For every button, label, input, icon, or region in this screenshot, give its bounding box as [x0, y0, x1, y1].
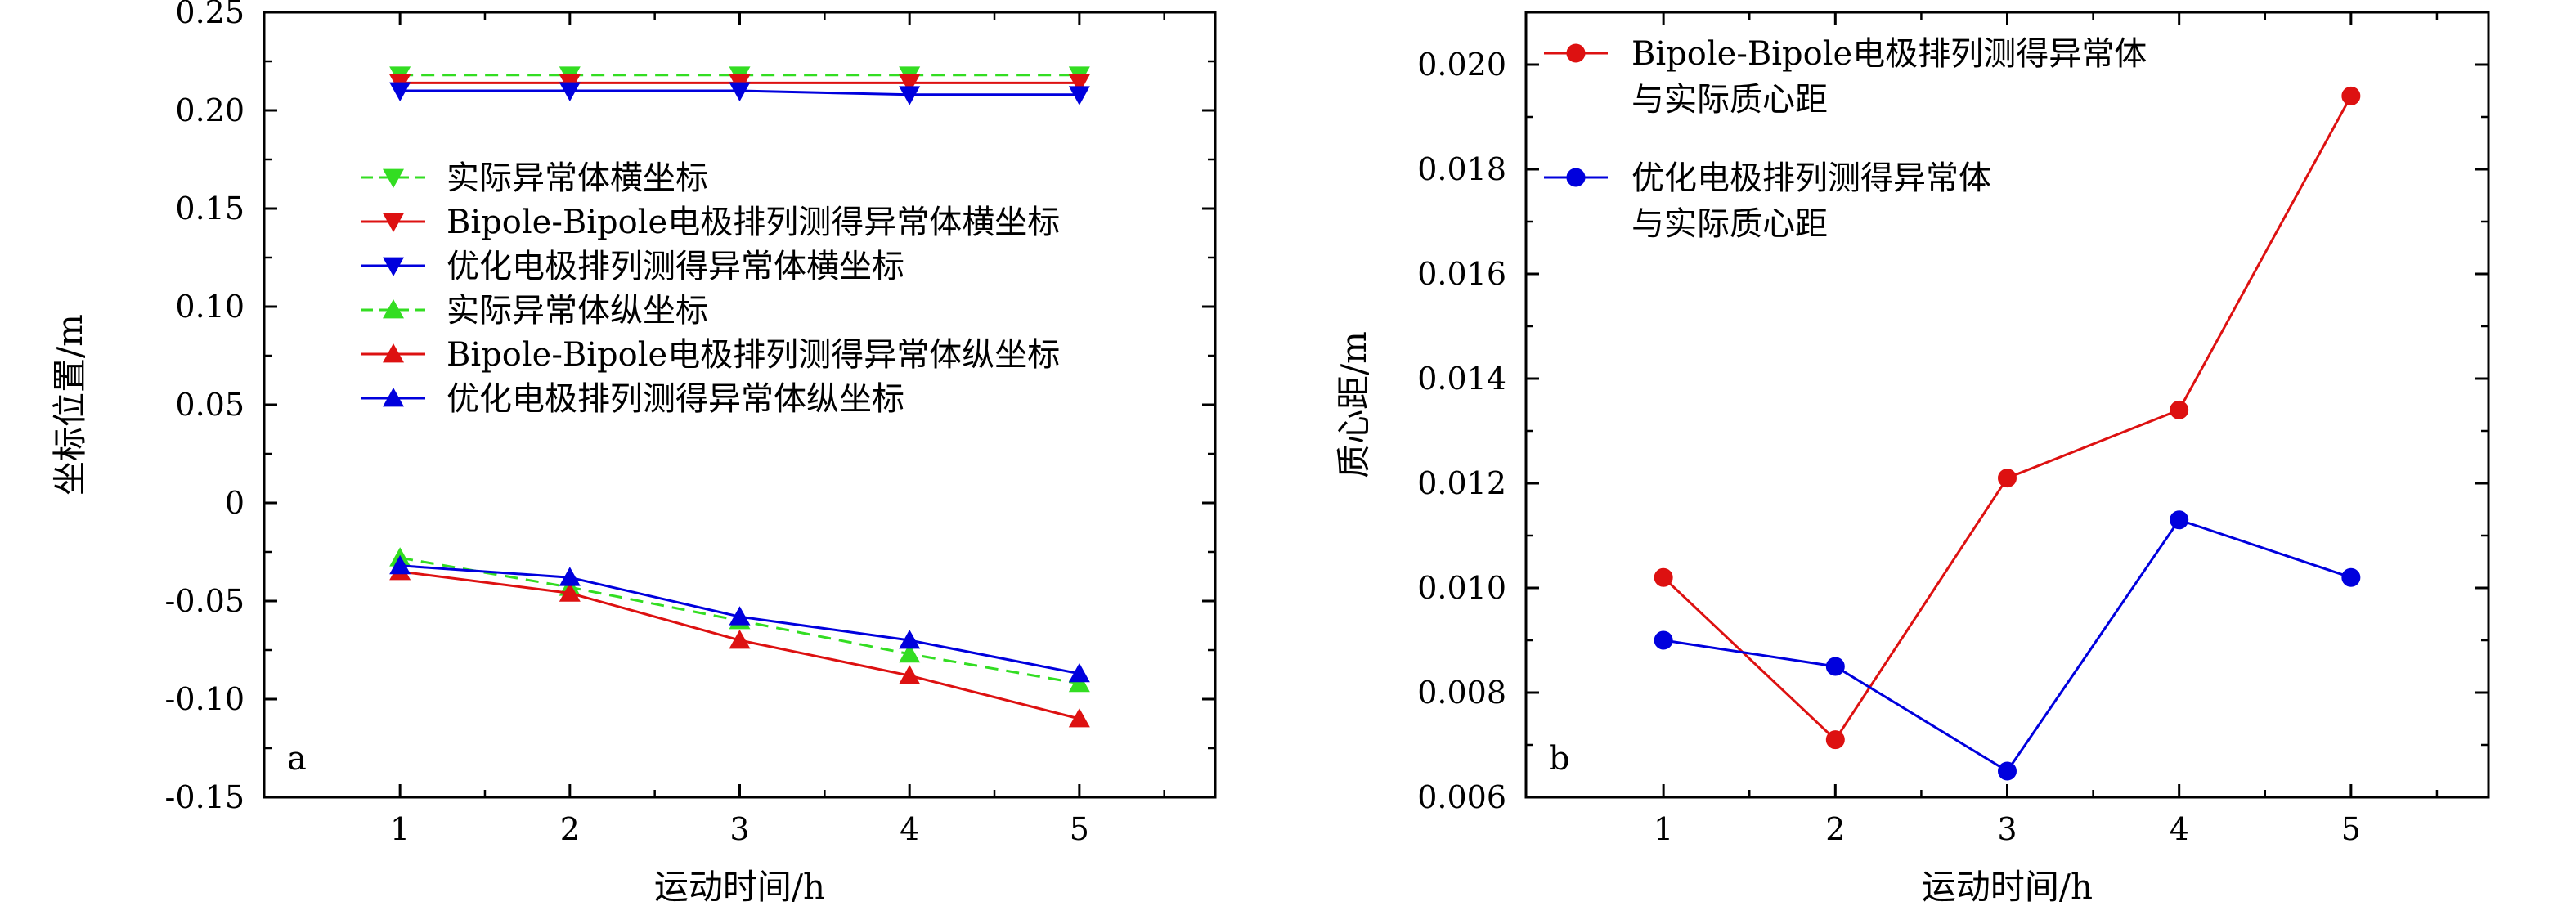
y-tick-label: 0.014	[1417, 361, 1506, 397]
series-4	[389, 561, 1090, 728]
data-point	[1068, 662, 1090, 683]
y-tick-label: 0	[225, 485, 245, 521]
y-tick-label: 0.006	[1417, 779, 1506, 815]
legend-marker	[383, 168, 404, 188]
series-2	[389, 82, 1090, 105]
x-tick-label: 3	[1997, 811, 2017, 847]
y-tick-label: 0.10	[175, 289, 245, 325]
y-tick-label: 0.05	[175, 387, 245, 423]
data-point	[559, 82, 581, 101]
x-tick-label: 4	[2170, 811, 2189, 847]
legend-marker	[383, 343, 404, 363]
legend-label: 实际异常体纵坐标	[447, 292, 708, 330]
legend-label-line2: 与实际质心距	[1631, 205, 1828, 243]
y-tick-label: -0.15	[165, 779, 245, 815]
legend-label: Bipole-Bipole电极排列测得异常体横坐标	[447, 204, 1060, 241]
series-line	[1663, 518, 2352, 774]
data-point	[729, 630, 751, 649]
data-point	[1068, 86, 1090, 105]
legend-entry-3: 实际异常体纵坐标	[361, 292, 708, 330]
legend-label: 优化电极排列测得异常体	[1631, 159, 1991, 197]
legend-label: Bipole-Bipole电极排列测得异常体纵坐标	[447, 336, 1060, 374]
x-tick-label: 3	[729, 811, 749, 847]
y-tick-label: 0.25	[175, 0, 245, 30]
chart-panel-a: 1 2 3 4 5 0.25 0.20 0.15 0.10 0.05 0 -0.05 -0.10 -0.1…	[50, 0, 1217, 907]
legend-entry-0: 实际异常体横坐标	[361, 159, 708, 197]
legend-label: 优化电极排列测得异常体横坐标	[447, 248, 904, 285]
data-point	[559, 567, 581, 586]
legend-marker	[383, 388, 404, 407]
series-1	[1654, 510, 2361, 781]
panel-label: a	[287, 740, 307, 778]
data-point	[1654, 567, 1673, 587]
data-point	[2341, 86, 2361, 105]
data-point	[1654, 630, 1673, 650]
data-point	[1825, 657, 1845, 676]
legend-marker	[383, 213, 404, 232]
legend-entry-5: 优化电极排列测得异常体纵坐标	[361, 380, 904, 418]
legend-label-line2: 与实际质心距	[1631, 81, 1828, 119]
legend-label: 优化电极排列测得异常体纵坐标	[447, 380, 904, 418]
y-tick-label: 0.012	[1417, 465, 1506, 501]
data-point	[2170, 510, 2189, 530]
legend-marker	[383, 299, 404, 319]
x-tick-label: 1	[1654, 811, 1673, 847]
data-point	[899, 74, 921, 94]
series-0	[1654, 86, 2361, 750]
chart-panel-b: 1 2 3 4 5 0.006 0.008 0.010 0.012 0.014 0.016 0.018…	[1334, 11, 2490, 907]
y-tick-label: 0.018	[1417, 151, 1506, 187]
data-point	[899, 86, 921, 105]
data-point	[1998, 469, 2017, 488]
legend-label: 实际异常体横坐标	[447, 159, 708, 197]
data-point	[729, 606, 751, 626]
y-tick-label: 0.008	[1417, 675, 1506, 711]
data-point	[389, 554, 411, 575]
legend-entry-1: Bipole-Bipole电极排列测得异常体横坐标	[361, 204, 1060, 241]
x-tick-label: 5	[1070, 811, 1089, 847]
x-tick-label: 1	[390, 811, 410, 847]
plot-frame	[1524, 11, 2490, 799]
data-point	[1998, 761, 2017, 781]
data-point	[559, 582, 581, 602]
y-tick-label: 0.010	[1417, 570, 1506, 606]
legend-entry-4: Bipole-Bipole电极排列测得异常体纵坐标	[361, 336, 1060, 374]
x-tick-label: 2	[560, 811, 580, 847]
y-tick-label: 0.020	[1417, 47, 1506, 83]
data-point	[1068, 708, 1090, 728]
data-point	[2170, 400, 2189, 419]
panel-label: b	[1549, 740, 1570, 778]
y-axis-label: 坐标位置/m	[50, 314, 90, 496]
y-tick-label: -0.05	[165, 583, 245, 619]
data-point	[1068, 672, 1090, 693]
legend-marker	[1566, 43, 1586, 63]
y-axis-label: 质心距/m	[1334, 331, 1374, 478]
data-point	[899, 665, 921, 684]
x-tick-label: 4	[900, 811, 919, 847]
y-tick-label: 0.20	[175, 92, 245, 128]
data-point	[389, 82, 411, 101]
x-axis-label: 运动时间/h	[654, 867, 825, 907]
series-5	[389, 554, 1090, 683]
data-point	[2341, 567, 2361, 587]
x-axis-label: 运动时间/h	[1922, 867, 2093, 907]
data-point	[729, 82, 751, 101]
data-point	[899, 630, 921, 649]
legend-marker	[383, 257, 404, 276]
data-point	[1825, 730, 1845, 750]
legend-label: Bipole-Bipole电极排列测得异常体	[1631, 35, 2147, 73]
data-point	[899, 643, 921, 663]
legend-marker	[1566, 168, 1586, 187]
y-tick-label: 0.15	[175, 191, 245, 227]
legend-entry-2: 优化电极排列测得异常体横坐标	[361, 248, 904, 285]
y-tick-label: 0.016	[1417, 256, 1506, 292]
y-tick-label: -0.10	[165, 681, 245, 717]
x-tick-label: 2	[1825, 811, 1845, 847]
data-point	[1068, 74, 1090, 94]
x-tick-label: 5	[2341, 811, 2361, 847]
